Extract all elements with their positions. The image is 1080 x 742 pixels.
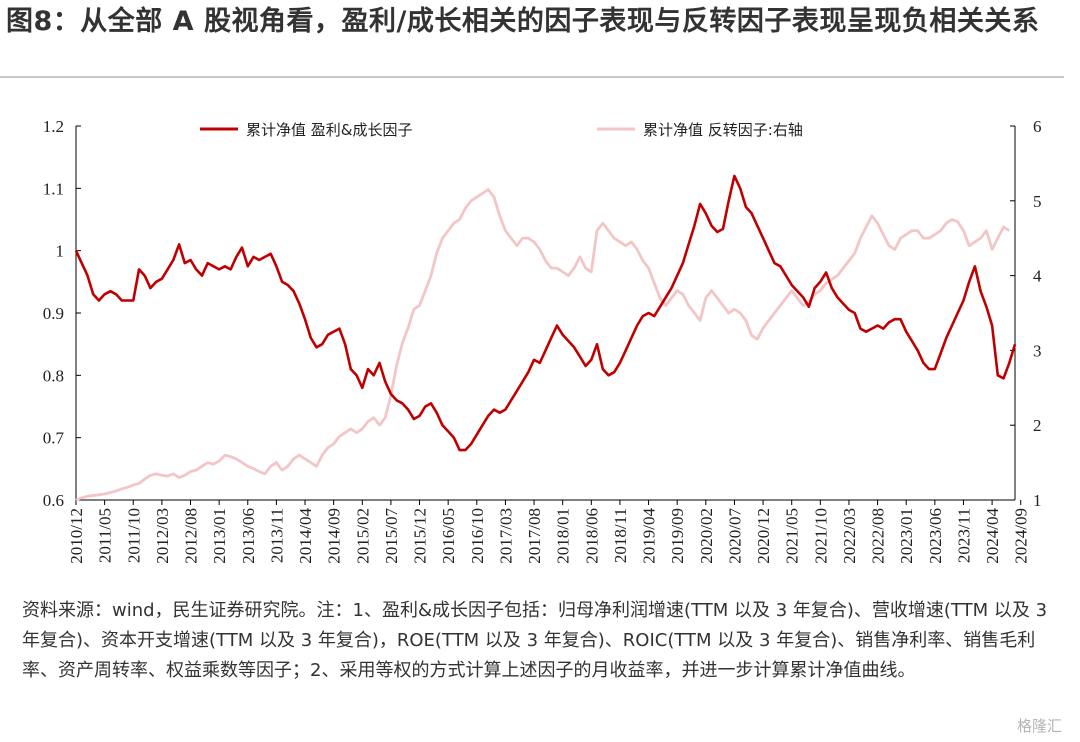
x-tick-label: 2018/06: [582, 508, 601, 564]
x-tick-label: 2011/10: [124, 508, 143, 563]
x-tick-label: 2020/02: [697, 508, 716, 564]
left-tick-label: 1: [56, 242, 65, 261]
left-tick-label: 0.6: [43, 491, 64, 510]
x-tick-label: 2015/07: [382, 508, 401, 564]
x-tick-label: 2019/09: [668, 508, 687, 564]
right-tick-label: 4: [1033, 267, 1042, 286]
right-tick-label: 6: [1033, 117, 1042, 136]
x-tick-label: 2016/05: [439, 508, 458, 564]
series-line-reversal: [75, 188, 1011, 502]
left-tick-label: 1.1: [43, 179, 64, 198]
x-tick-label: 2014/09: [325, 508, 344, 564]
x-tick-label: 2010/12: [67, 508, 86, 564]
x-tick-label: 2013/06: [239, 508, 258, 564]
left-tick-label: 1.2: [43, 117, 64, 136]
chart-title: 图8：从全部 A 股视角看，盈利/成长相关的因子表现与反转因子表现呈现负相关关系: [6, 6, 1040, 37]
chart-axes: 0.6 0.7 0.8 0.9 1 1.1 1.2 1 2 3 4 5 6 2010/12 2011/05 2…: [43, 117, 1042, 564]
x-tick-label: 2019/04: [640, 508, 659, 564]
x-tick-label: 2018/11: [611, 508, 630, 563]
x-tick-label: 2024/04: [983, 508, 1002, 564]
x-tick-label: 2017/08: [525, 508, 544, 564]
x-tick-label: 2023/11: [954, 508, 973, 563]
left-tick-label: 0.8: [43, 366, 64, 385]
x-tick-label: 2016/10: [468, 508, 487, 564]
x-tick-label: 2023/06: [926, 508, 945, 564]
left-tick-label: 0.7: [43, 429, 65, 448]
chart-legend: 累计净值 盈利&成长因子 累计净值 反转因子:右轴: [200, 121, 803, 139]
x-tick-label: 2015/02: [353, 508, 372, 564]
x-tick-label: 2014/04: [296, 508, 315, 564]
x-tick-label: 2021/10: [811, 508, 830, 564]
right-tick-label: 3: [1033, 341, 1042, 360]
x-tick-label: 2015/12: [411, 508, 430, 564]
x-tick-label: 2017/03: [496, 508, 515, 564]
right-tick-label: 1: [1033, 491, 1042, 510]
x-tick-label: 2013/11: [267, 508, 286, 563]
x-tick-label: 2012/03: [153, 508, 172, 564]
x-tick-label: 2013/01: [210, 508, 229, 564]
title-divider: [0, 76, 1064, 78]
x-tick-label: 2023/01: [897, 508, 916, 564]
watermark-logo: 格隆汇: [1016, 717, 1062, 735]
x-tick-label: 2020/07: [725, 508, 744, 564]
x-tick-label: 2022/03: [840, 508, 859, 564]
x-tick-label: 2011/05: [96, 508, 115, 563]
series-line-profit-growth: [74, 174, 1017, 452]
right-tick-label: 2: [1033, 416, 1042, 435]
chart-lines: [74, 174, 1017, 502]
legend-reversal-label: 累计净值 反转因子:右轴: [643, 121, 803, 139]
x-tick-label: 2021/05: [783, 508, 802, 564]
legend-profit-growth-label: 累计净值 盈利&成长因子: [246, 121, 412, 139]
left-tick-label: 0.9: [43, 304, 64, 323]
x-tick-label: 2020/12: [754, 508, 773, 564]
x-tick-label: 2024/09: [1012, 508, 1031, 564]
source-notes: 资料来源：wind，民生证券研究院。注：1、盈利&成长因子包括：归母净利润增速(…: [22, 600, 1048, 681]
right-tick-label: 5: [1033, 192, 1042, 211]
x-tick-label: 2018/01: [554, 508, 573, 564]
line-chart: 0.6 0.7 0.8 0.9 1 1.1 1.2 1 2 3 4 5 6 2010/12 2011/05 2…: [43, 117, 1042, 564]
x-tick-label: 2012/08: [182, 508, 201, 564]
x-tick-label: 2022/08: [869, 508, 888, 564]
